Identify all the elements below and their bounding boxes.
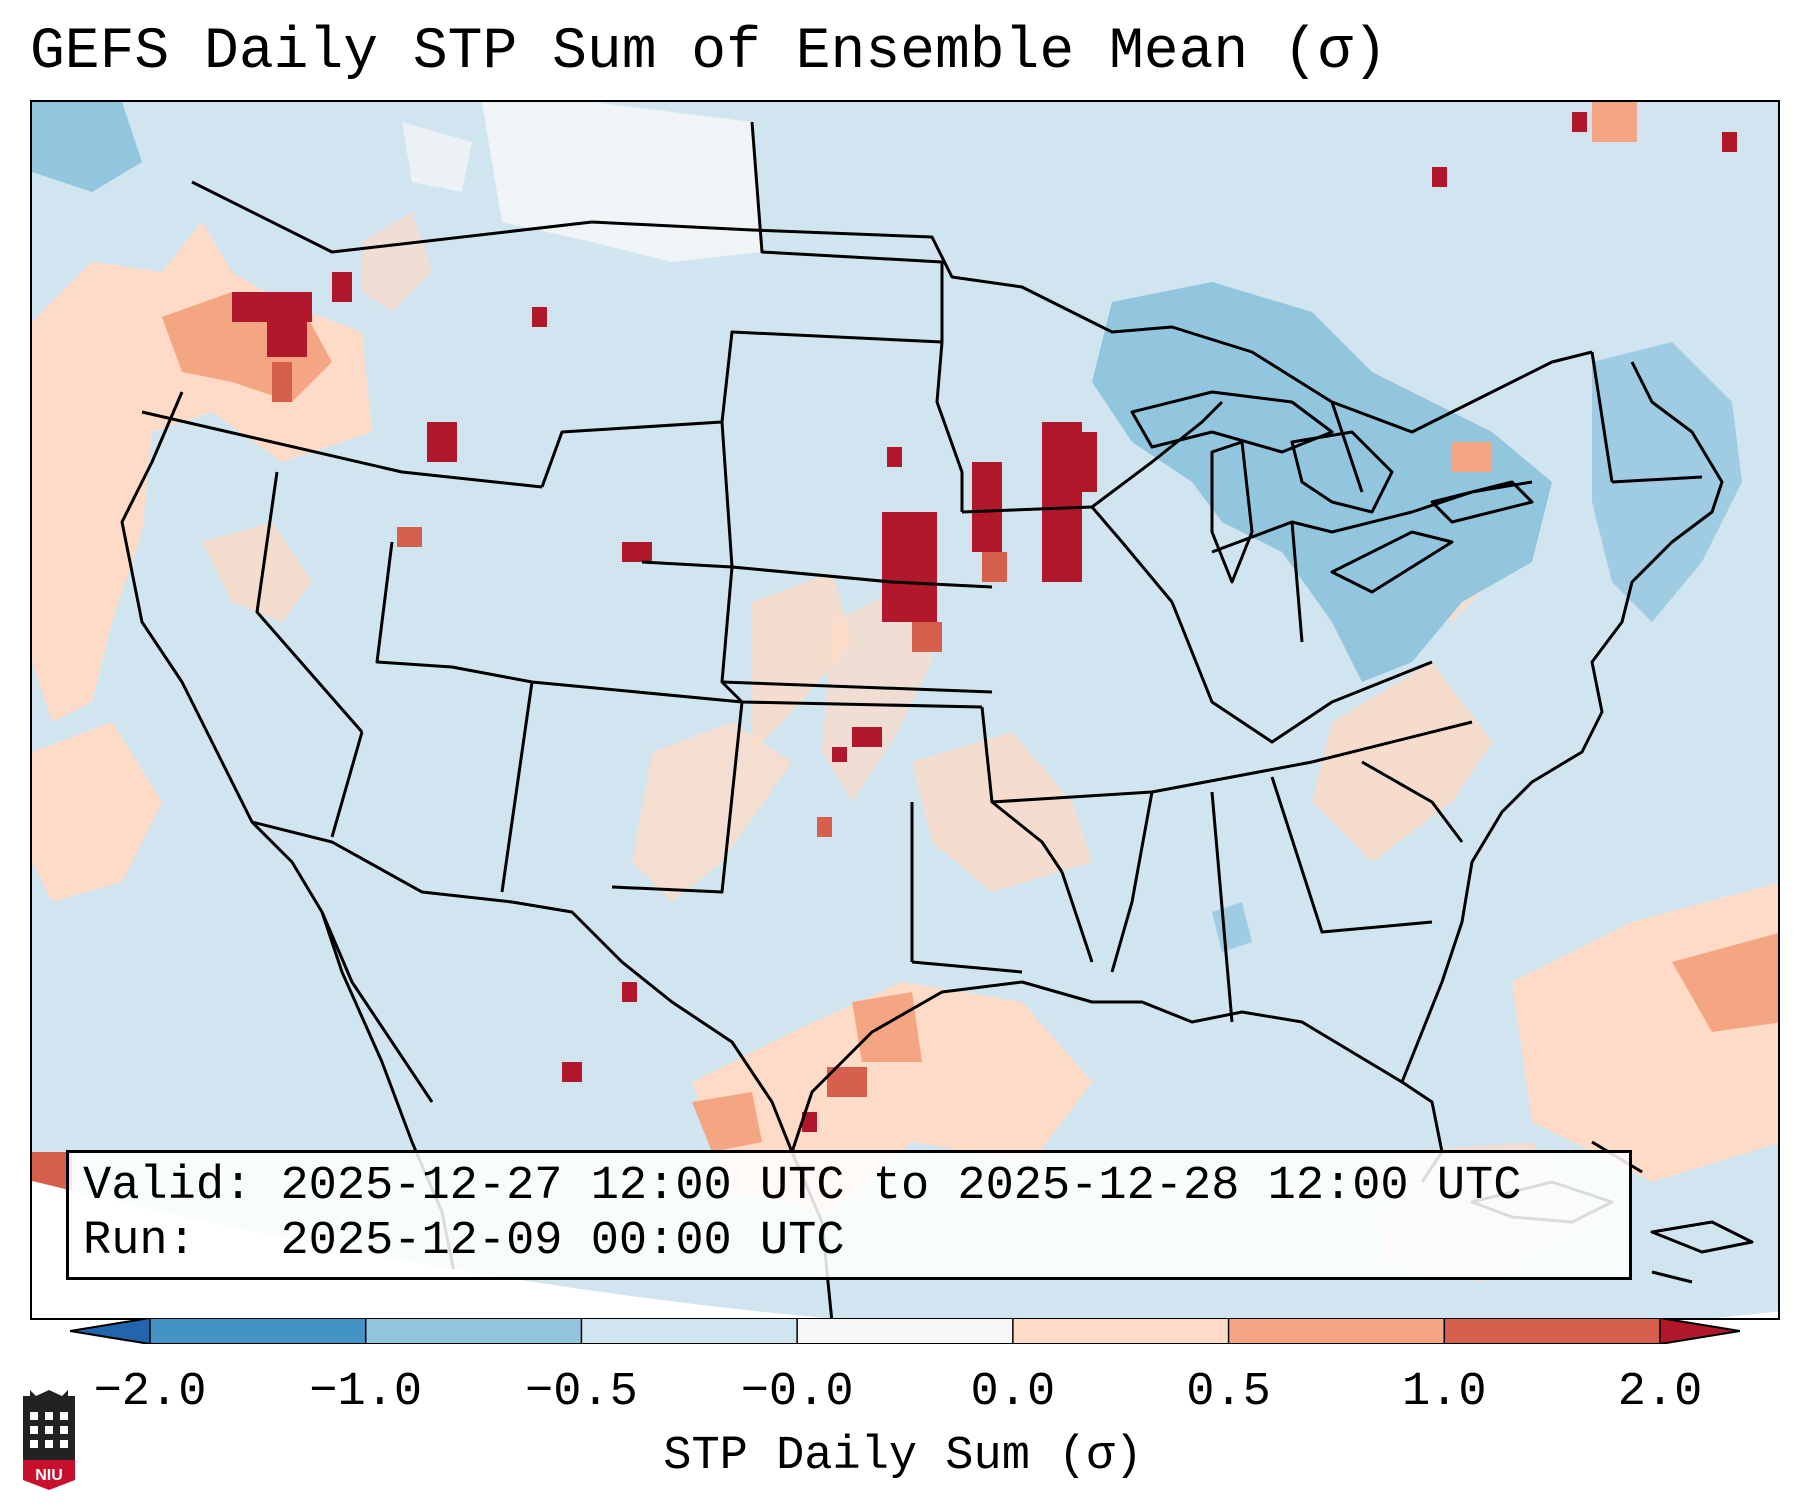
colorbar-bin [581,1318,798,1344]
valid-label: Valid: [83,1160,253,1213]
stp-field-regions [32,102,1778,1282]
map-panel[interactable] [30,100,1780,1320]
stp-hotspot-cells [32,102,1737,1212]
colorbar-tick-label: −2.0 [93,1366,207,1419]
colorbar-tick-label: 1.0 [1401,1366,1487,1419]
validity-info-box: Valid: 2025-12-27 12:00 UTC to 2025-12-2… [66,1150,1632,1280]
colorbar-bin [1012,1318,1230,1344]
niu-logo: NIU [23,1390,75,1490]
colorbar-tick-label: 0.0 [970,1366,1056,1419]
colorbar-label: STP Daily Sum (σ) [663,1430,1143,1483]
colorbar-extend-low [70,1318,150,1344]
colorbar-bin [150,1318,367,1344]
colorbar-tick-label: −0.5 [525,1366,638,1419]
colorbar-extend-high [1660,1318,1740,1344]
colorbar-tick-label: −1.0 [309,1366,423,1419]
run-label: Run: [83,1215,196,1268]
logo-text: NIU [35,1467,63,1484]
colorbar-bin [365,1318,582,1344]
colorbar-tick-label: 2.0 [1617,1366,1703,1419]
colorbar [70,1318,1740,1344]
valid-time-range: 2025-12-27 12:00 UTC to 2025-12-28 12:00… [280,1160,1522,1213]
colorbar-bin [1444,1318,1661,1344]
run-time: 2025-12-09 00:00 UTC [280,1215,845,1268]
map-title: GEFS Daily STP Sum of Ensemble Mean (σ) [30,20,1388,85]
colorbar-bin [1228,1318,1445,1344]
colorbar-tick-label: −0.0 [740,1366,854,1419]
map-canvas [32,102,1778,1318]
political-boundaries [120,121,1754,1318]
colorbar-bin [797,1318,1014,1344]
colorbar-tick-label: 0.5 [1186,1366,1271,1419]
